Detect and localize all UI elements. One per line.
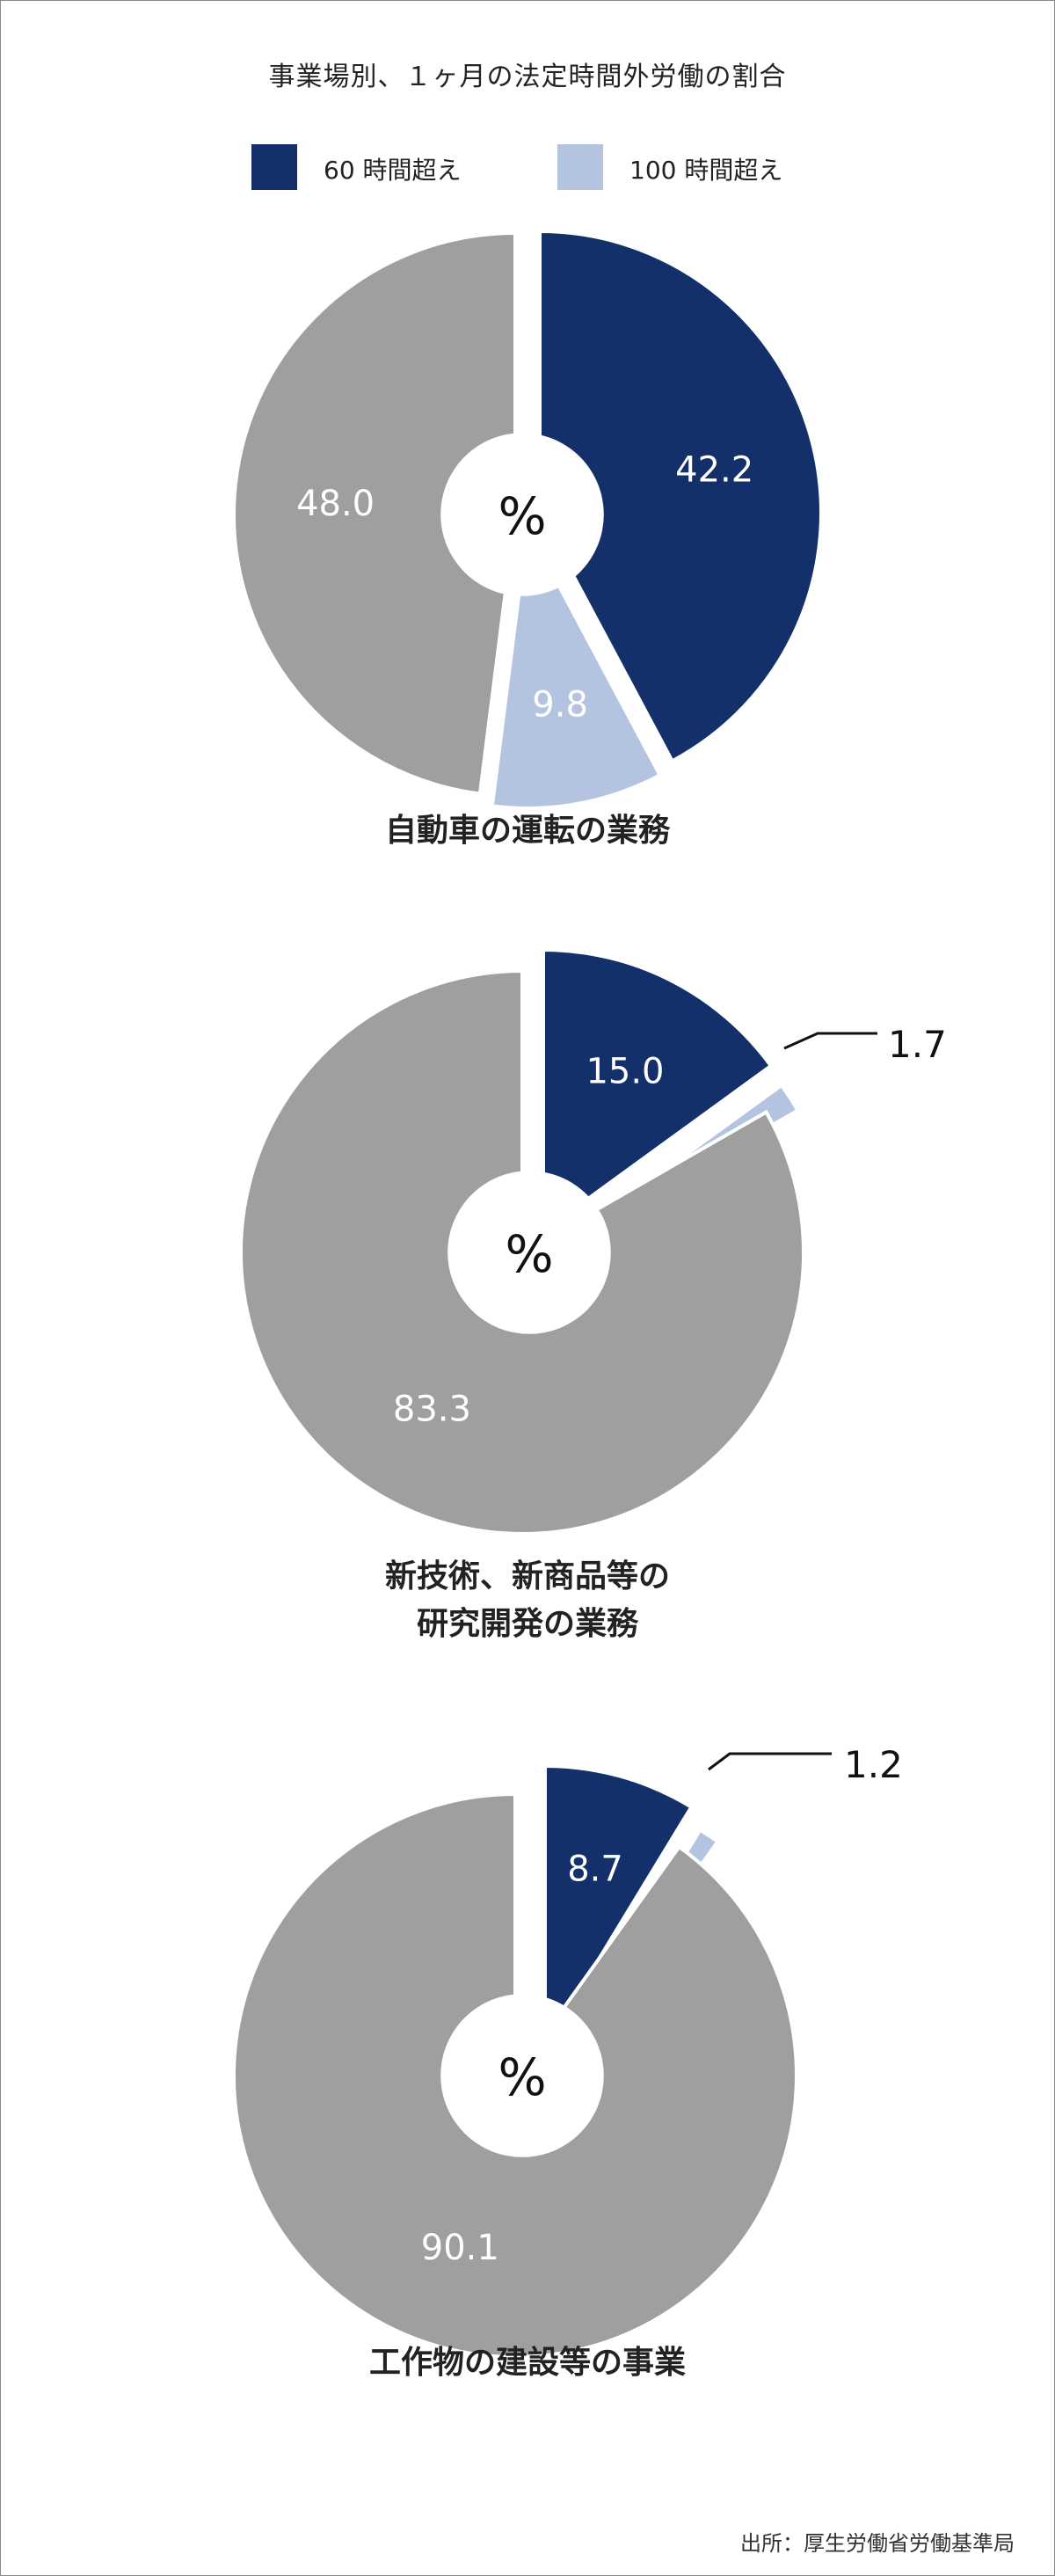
legend-label-60h: 60 時間超え: [324, 156, 462, 185]
chart-1-caption: 自動車の運転の業務: [384, 813, 670, 849]
pie-2-value-label-2: 1.7: [888, 1023, 947, 1066]
pie-chart-3: 8.7 90.1% 1.2: [232, 1743, 903, 2359]
pie-2-value-label-3: 83.3: [393, 1389, 471, 1429]
chart-3-caption: 工作物の建設等の事業: [368, 2345, 686, 2381]
chart-2-caption-line-1: 新技術、新商品等の: [384, 1558, 670, 1594]
pie-2-value-label-1: 15.0: [586, 1052, 664, 1092]
pie-3-callout-line: [708, 1752, 832, 1771]
pie-1-value-label-3: 48.0: [296, 484, 375, 524]
figure-title: 事業場別、１ヶ月の法定時間外労働の割合: [268, 62, 787, 92]
source-note: 出所：厚生労働省労働基準局: [740, 2531, 1015, 2556]
legend-swatch-100h: [557, 144, 603, 190]
pie-2-slice-1: [542, 947, 774, 1235]
pie-1-slice-1: [538, 229, 823, 764]
pie-1-slice-3: [232, 230, 517, 796]
pie-3-slice-1: [543, 1763, 695, 2054]
pie-1-center-hole: [440, 433, 604, 596]
pie-3-center-hole: [440, 1994, 604, 2157]
pie-3-value-label-1: 8.7: [567, 1850, 623, 1890]
chart-2-caption: 新技術、新商品等の 研究開発の業務: [0, 1553, 1055, 1648]
pie-1-slice-2: [490, 521, 663, 810]
pie-chart-1: 42.2 9.8 48.0%: [232, 229, 823, 810]
pie-2-percent-sign: %: [505, 1224, 553, 1284]
pie-chart-2: 15.0 83.3% 1.7: [239, 947, 947, 1536]
pie-3-value-label-3: 90.1: [421, 2228, 499, 2268]
legend-label-100h: 100 時間超え: [629, 156, 783, 185]
pie-3-percent-sign: %: [498, 2047, 546, 2107]
legend-swatch-60h: [251, 144, 297, 190]
pie-2-center-hole: [447, 1171, 611, 1334]
pie-1-percent-sign: %: [498, 486, 546, 546]
pie-3-value-label-2: 1.2: [844, 1743, 903, 1786]
pie-2-callout-line: [783, 1032, 877, 1050]
pie-1-value-label-2: 9.8: [532, 684, 588, 725]
pie-1-value-label-1: 42.2: [675, 449, 753, 490]
chart-2-caption-line-2: 研究開発の業務: [416, 1606, 638, 1642]
